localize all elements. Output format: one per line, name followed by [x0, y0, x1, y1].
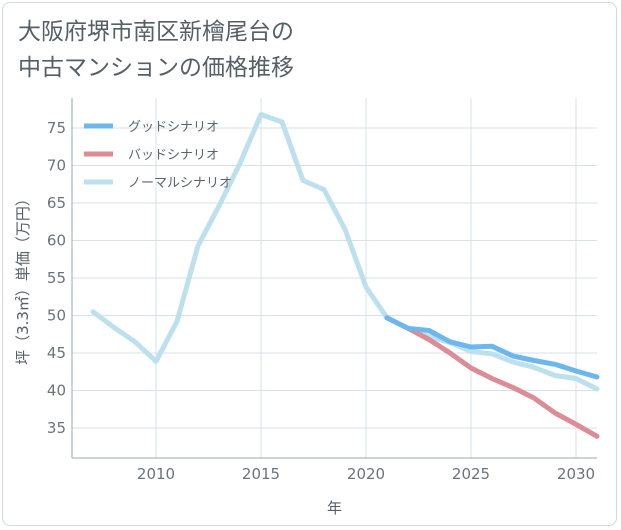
y-tick-label: 35 — [47, 419, 66, 437]
series-line-bad — [384, 315, 600, 439]
x-axis-title: 年 — [327, 499, 342, 517]
x-tick-label: 2010 — [137, 465, 175, 483]
y-tick-label: 40 — [47, 382, 66, 400]
legend-label-bad: バッドシナリオ — [128, 148, 219, 163]
tick-labels: 35 40 45 50 55 60 65 70 75 2010 2015 2020 2025 2030 — [47, 119, 595, 483]
chart-card — [2, 2, 617, 526]
legend-label-good: グッドシナリオ — [128, 120, 219, 135]
series-line-normal — [90, 112, 600, 392]
y-axis-title: 坪（3.3㎡）単価（万円） — [14, 191, 32, 365]
y-tick-label: 45 — [47, 344, 66, 362]
axes — [71, 98, 597, 459]
chart-title-line-2: 中古マンションの価格推移 — [18, 55, 294, 81]
y-tick-label: 75 — [47, 119, 66, 137]
chart-title-line-1: 大阪府堺市南区新檜尾台の — [18, 19, 294, 45]
x-tick-label: 2020 — [347, 465, 385, 483]
series-lines — [90, 112, 600, 439]
x-tick-label: 2025 — [452, 465, 490, 483]
y-tick-label: 55 — [47, 269, 66, 287]
legend-label-normal: ノーマルシナリオ — [128, 176, 232, 191]
x-tick-label: 2015 — [242, 465, 280, 483]
y-tick-label: 70 — [47, 157, 66, 175]
series-line-good — [384, 315, 600, 380]
y-tick-label: 50 — [47, 307, 66, 325]
y-tick-label: 65 — [47, 194, 66, 212]
x-tick-label: 2030 — [557, 465, 595, 483]
chart-title: 大阪府堺市南区新檜尾台の 中古マンションの価格推移 — [18, 14, 294, 86]
y-tick-label: 60 — [47, 232, 66, 250]
